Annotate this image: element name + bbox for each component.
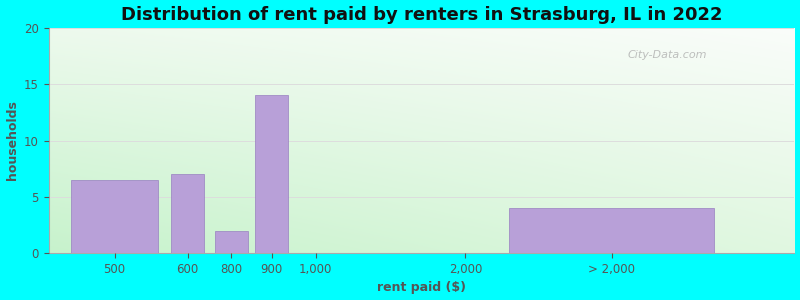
X-axis label: rent paid ($): rent paid ($) <box>377 281 466 294</box>
Bar <box>255 95 288 253</box>
Bar <box>171 174 204 253</box>
Y-axis label: households: households <box>6 100 18 181</box>
Text: City-Data.com: City-Data.com <box>628 50 707 60</box>
Bar <box>510 208 714 253</box>
Title: Distribution of rent paid by renters in Strasburg, IL in 2022: Distribution of rent paid by renters in … <box>121 6 722 24</box>
Bar <box>70 180 158 253</box>
Bar <box>215 231 248 253</box>
